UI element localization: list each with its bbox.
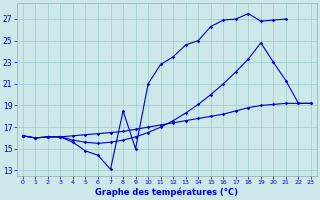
X-axis label: Graphe des températures (°C): Graphe des températures (°C) bbox=[95, 188, 238, 197]
